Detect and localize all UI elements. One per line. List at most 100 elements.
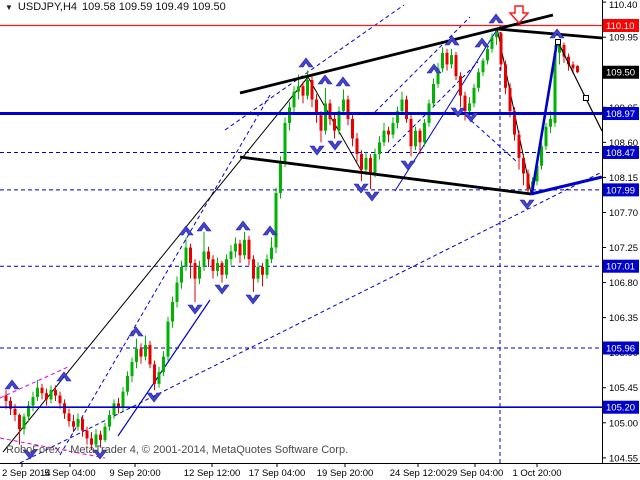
wedge-line[interactable]	[0, 365, 71, 399]
candle	[315, 94, 318, 123]
candle	[445, 48, 449, 71]
chart-header: ▼ USDJPY,H4 109.58 109.59 109.49 109.50	[5, 1, 226, 13]
fractal-up-icon	[474, 37, 490, 48]
candle	[58, 391, 62, 409]
price-tag	[603, 341, 639, 355]
candle	[463, 91, 467, 121]
wedge-line[interactable]	[0, 437, 106, 459]
channel-line[interactable]	[374, 16, 471, 113]
candle	[90, 432, 93, 451]
channel-line[interactable]	[465, 115, 517, 162]
candle	[256, 262, 260, 283]
time-tick-label: 1 Oct 20:00	[512, 468, 561, 479]
price-tick-label: 104.55	[609, 453, 638, 464]
fractal-up-icon	[549, 28, 565, 39]
fractal-down-icon	[327, 140, 343, 151]
candle	[175, 276, 179, 308]
candle	[225, 254, 228, 279]
candle	[441, 47, 444, 73]
trendline-handle[interactable]	[583, 95, 589, 101]
fractal-down-icon	[450, 107, 466, 118]
candle	[477, 68, 480, 92]
candle	[481, 58, 485, 77]
channel-line[interactable]	[19, 171, 603, 464]
candle	[202, 231, 206, 271]
fractal-down-icon	[92, 449, 108, 460]
fractal-down-icon	[187, 304, 203, 315]
candle	[283, 117, 287, 168]
triangle-top-line[interactable]	[496, 27, 603, 40]
price-tag	[603, 183, 639, 197]
fractal-down-icon	[519, 199, 535, 210]
candle	[400, 91, 404, 116]
fractal-down-icon	[364, 191, 380, 202]
candle	[9, 397, 12, 415]
candle	[351, 115, 354, 147]
candle	[54, 385, 57, 401]
candle	[126, 371, 129, 396]
candle	[337, 106, 341, 135]
price-tick-label: 106.35	[609, 313, 638, 324]
candle	[319, 111, 323, 143]
candle	[99, 430, 102, 448]
candle	[252, 255, 255, 292]
candle	[135, 338, 138, 369]
candle	[67, 408, 71, 427]
candle	[522, 154, 525, 186]
price-tick-label: 108.60	[609, 138, 638, 149]
candle	[76, 413, 80, 431]
time-tick-label: 19 Sep 20:00	[317, 468, 374, 479]
candle	[162, 351, 165, 377]
candle	[324, 87, 327, 135]
candle	[117, 397, 120, 414]
candle	[243, 231, 246, 260]
candle	[369, 154, 372, 190]
price-tag	[603, 400, 639, 414]
fractal-down-icon	[245, 294, 261, 305]
ohlc-quote-text: 109.58 109.59 109.49 109.50	[82, 1, 226, 13]
fractal-up-icon	[235, 220, 251, 231]
zigzag-segment[interactable]	[2, 76, 309, 453]
symbol-dropdown-icon[interactable]: ▼	[5, 2, 13, 12]
triangle-lower-line[interactable]	[239, 155, 532, 196]
price-tag	[603, 19, 639, 32]
candle	[189, 243, 192, 279]
candle	[166, 316, 170, 361]
candle	[414, 126, 417, 151]
candle	[18, 413, 21, 445]
candle	[544, 122, 548, 151]
trendline-handle[interactable]	[555, 39, 561, 45]
symbol-timeframe-label: USDJPY,H4	[17, 1, 78, 13]
price-tag-label: 107.99	[606, 185, 635, 196]
candle	[49, 385, 53, 404]
candle	[81, 416, 84, 437]
time-axis-area	[0, 463, 640, 480]
fractal-up-icon	[56, 371, 72, 382]
candle	[211, 255, 215, 279]
fractal-up-icon	[317, 74, 333, 85]
candle	[288, 101, 291, 131]
time-tick-label: 2 Sep 2014	[2, 468, 51, 479]
candle	[261, 263, 264, 287]
price-tick-label: 107.70	[609, 208, 638, 219]
candle	[274, 187, 278, 253]
channel-line[interactable]	[224, 4, 405, 131]
candle	[144, 335, 147, 361]
fractal-down-icon	[214, 284, 230, 295]
support-trendline[interactable]	[530, 175, 603, 196]
time-tick-label: 29 Sep 04:00	[447, 468, 504, 479]
fractal-down-icon	[400, 160, 416, 171]
candle	[486, 44, 489, 65]
fractal-up-icon	[128, 326, 144, 337]
sell-signal-arrow[interactable]	[508, 5, 530, 25]
candle	[364, 151, 368, 176]
fractal-up-icon	[196, 221, 212, 232]
candle	[103, 422, 107, 443]
fractal-up-icon	[262, 225, 278, 236]
impulse-line[interactable]	[530, 41, 559, 194]
candle	[405, 95, 408, 123]
candle	[436, 62, 440, 88]
forecast-trendline[interactable]	[557, 41, 603, 132]
candle	[418, 128, 422, 155]
